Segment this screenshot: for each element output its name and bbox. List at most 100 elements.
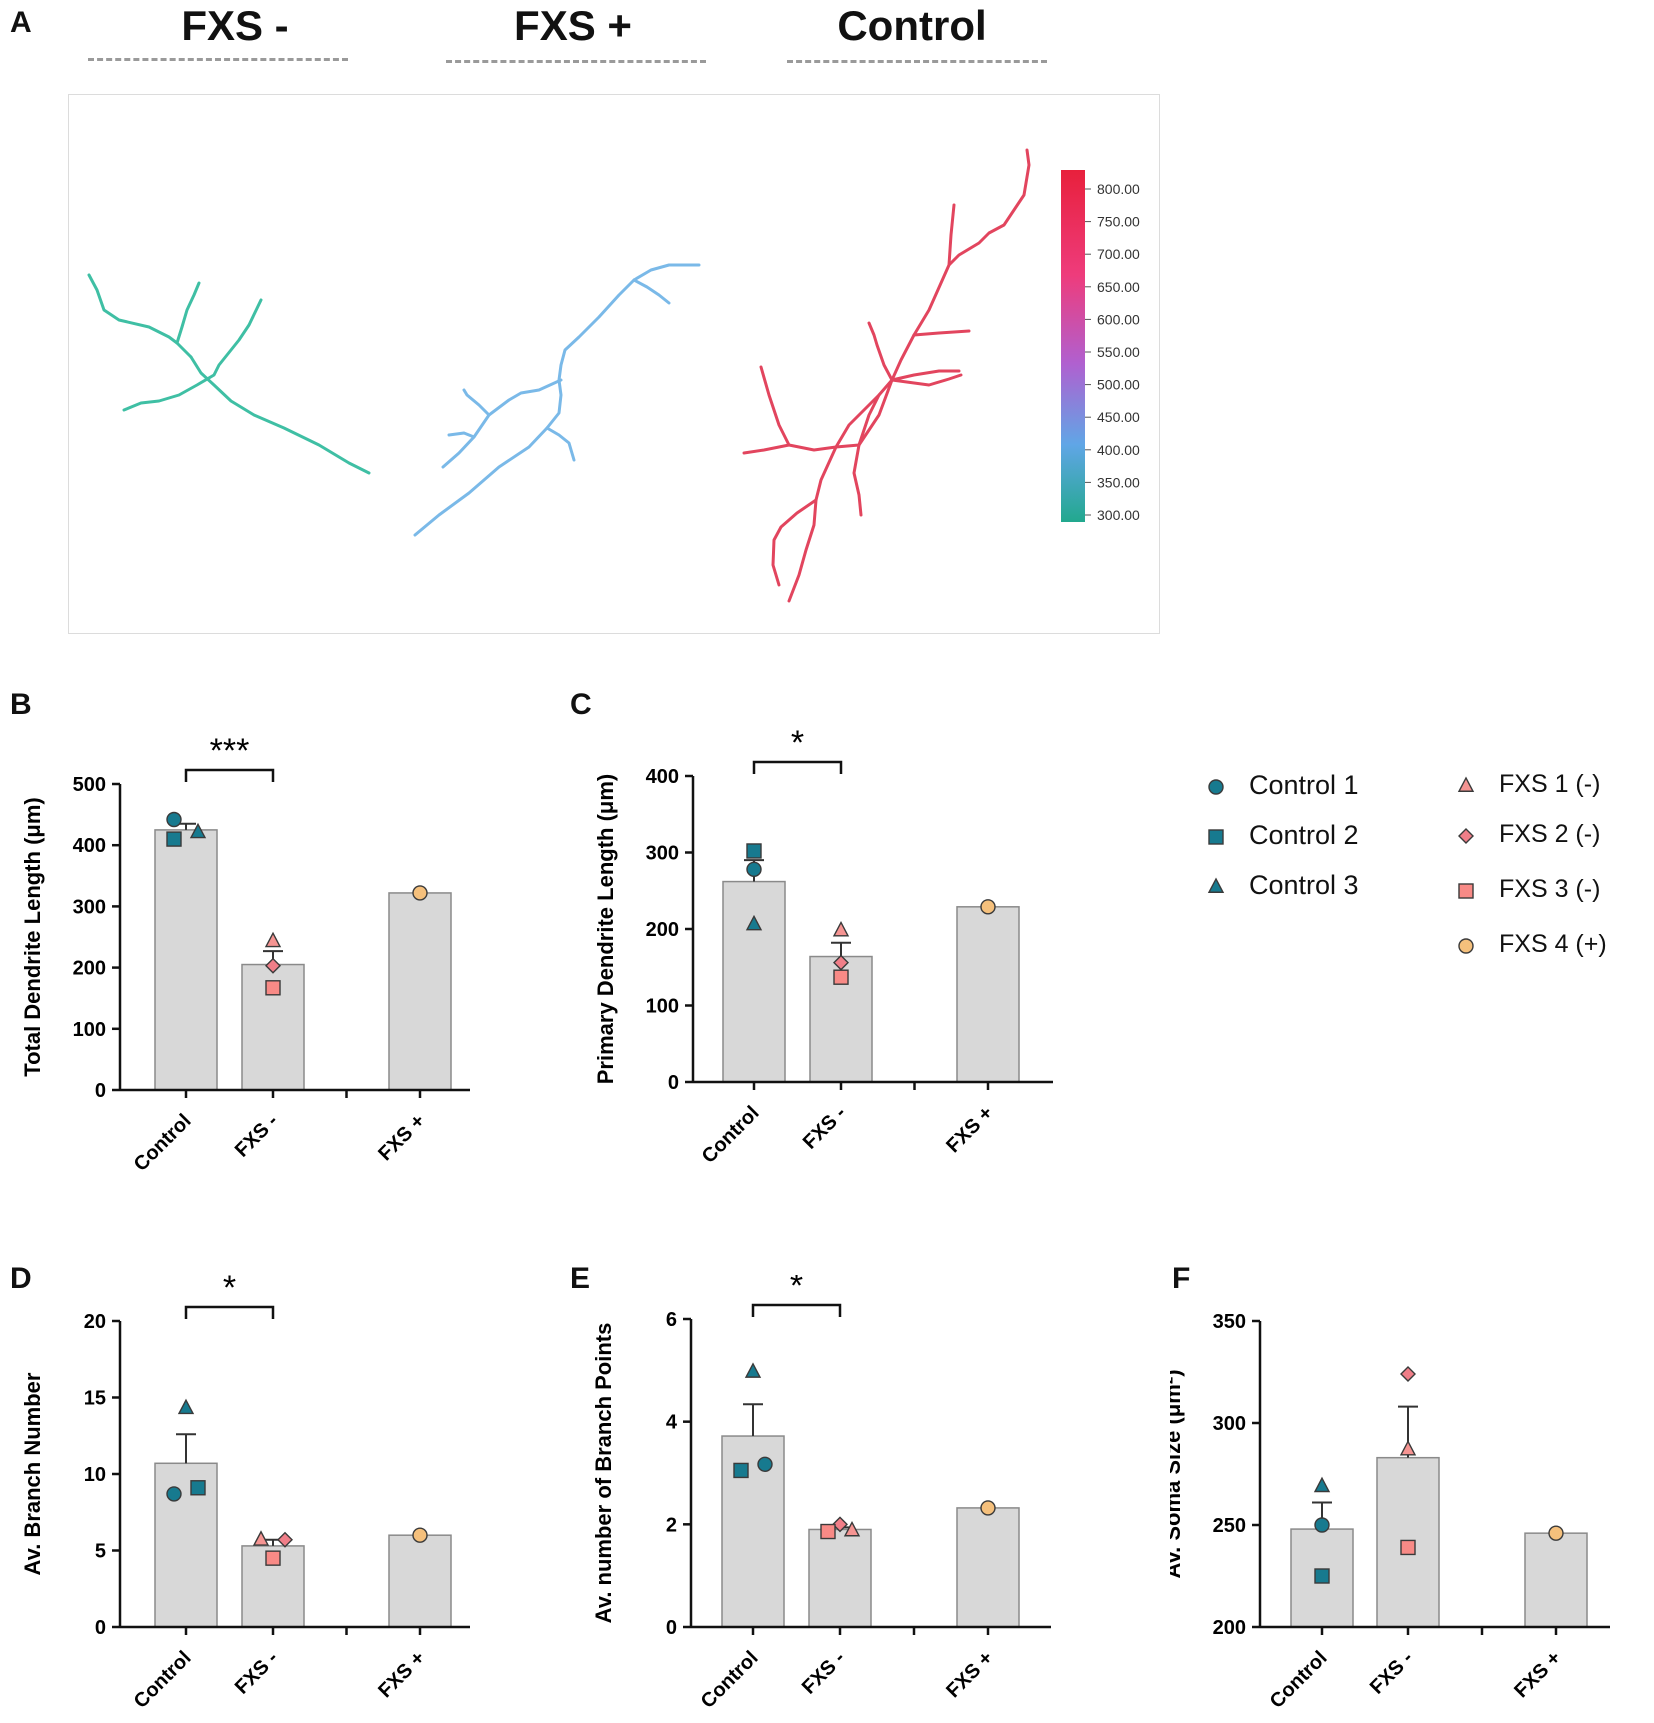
x-tick-label: FXS +	[942, 1102, 997, 1157]
colorbar-tick-label: 400.00	[1097, 442, 1140, 458]
y-tick-label: 100	[73, 1019, 106, 1041]
y-tick-label: 0	[95, 1617, 106, 1639]
x-tick-label: FXS +	[374, 1647, 429, 1702]
y-axis-label: Av. number of Branch Points	[591, 1323, 616, 1624]
bar-fxs	[956, 1507, 1020, 1628]
bar-fxs	[388, 892, 452, 1091]
significance-bracket	[751, 1303, 842, 1317]
colorbar-tick-label: 700.00	[1097, 246, 1140, 262]
x-tick-label: FXS -	[1366, 1647, 1418, 1699]
y-tick-label: 0	[666, 1617, 677, 1639]
colorbar	[1061, 170, 1085, 522]
dendrite-tracings-panel: 800.00 750.00 700.00 650.00 600.00 550.00 500.…	[68, 94, 1160, 634]
group-title-control: Control	[837, 2, 987, 49]
group-title-fxs-minus: FXS -	[181, 2, 289, 49]
colorbar-tick-label: 800.00	[1097, 181, 1140, 197]
data-point	[265, 1550, 281, 1566]
y-tick-label: 6	[666, 1309, 677, 1331]
y-tick-label: 4	[666, 1412, 678, 1434]
data-point	[1207, 876, 1225, 893]
data-point	[746, 843, 762, 859]
data-point	[843, 1520, 861, 1537]
legend-item-control-3: Control 3	[1205, 870, 1359, 901]
data-point	[745, 914, 763, 931]
chart-branch-number: 0 5 10 15 20 Control FXS - FXS + Av. Branch Numb…	[20, 1275, 470, 1713]
colorbar-tick-label: 350.00	[1097, 474, 1140, 490]
tracing-control	[742, 148, 1031, 603]
data-point	[1314, 1517, 1330, 1533]
legend-item-control-1: Control 1	[1205, 770, 1359, 801]
data-point	[177, 1398, 195, 1415]
legend-marker	[1208, 778, 1224, 795]
y-tick-label: 200	[73, 958, 106, 980]
colorbar-tick-label: 300.00	[1097, 507, 1140, 523]
data-point	[412, 885, 428, 901]
legend-marker	[1458, 882, 1474, 899]
colorbar-tick-label: 650.00	[1097, 279, 1140, 295]
chart-soma-size: 200 250 300 350 Control FXS - FXS + Av. Soma Si…	[1170, 1311, 1610, 1713]
y-tick-label: 200	[646, 919, 679, 941]
y-axis-label: Total Dendrite Length (μm)	[20, 797, 45, 1076]
y-tick-label: 400	[646, 766, 679, 788]
y-tick-label: 300	[73, 896, 106, 918]
legend-label: Control 2	[1249, 820, 1359, 850]
group-underline-fxs-plus	[446, 60, 706, 63]
group-underline-control	[787, 60, 1047, 63]
tracing-fxs-plus	[413, 263, 701, 537]
bar-control	[722, 880, 786, 1083]
colorbar-tick-label: 550.00	[1097, 344, 1140, 360]
y-tick-label: 15	[84, 1388, 106, 1410]
significance-label: ***	[210, 732, 250, 770]
legend-item-fxs-3: FXS 3 (-)	[1455, 875, 1600, 904]
data-point	[1548, 1525, 1564, 1541]
y-axis-label: Av. Soma Size (μm²)	[1170, 1369, 1185, 1578]
legend-item-control-2: Control 2	[1205, 820, 1359, 851]
x-tick-label: FXS -	[799, 1102, 851, 1154]
x-tick-label: FXS -	[231, 1647, 283, 1699]
panel-b-letter: B	[10, 688, 32, 721]
data-point	[277, 1531, 293, 1548]
group-title-fxs-plus: FXS +	[514, 2, 632, 49]
data-point	[1313, 1476, 1331, 1493]
significance-label: *	[790, 1275, 803, 1305]
x-tick-label: Control	[130, 1647, 196, 1713]
data-point	[746, 861, 762, 878]
panel-f-letter: F	[1172, 1262, 1191, 1295]
group-underline-fxs-minus	[88, 58, 348, 61]
data-point	[1400, 1539, 1416, 1556]
y-tick-label: 200	[1213, 1617, 1246, 1639]
x-tick-label: FXS -	[231, 1110, 283, 1162]
x-tick-label: Control	[130, 1110, 196, 1176]
colorbar-tick-label: 750.00	[1097, 214, 1140, 230]
bar-fxs	[956, 906, 1020, 1083]
data-point	[1457, 775, 1475, 792]
data-point	[733, 1462, 749, 1479]
legend-item-fxs-2: FXS 2 (-)	[1455, 820, 1600, 849]
significance-bracket	[184, 768, 275, 782]
legend-item-fxs-1: FXS 1 (-)	[1455, 770, 1600, 799]
data-point	[1208, 778, 1224, 795]
panel-d-letter: D	[10, 1262, 32, 1295]
data-point	[166, 1486, 182, 1502]
y-tick-label: 400	[73, 835, 106, 857]
panel-c-letter: C	[570, 688, 592, 721]
dendrite-tracings: 800.00 750.00 700.00 650.00 600.00 550.00 500.…	[87, 148, 1140, 603]
bar-control	[154, 1462, 218, 1628]
chart-branch-points: 0 2 4 6 Control FXS - FXS + Av. number of Branc…	[591, 1275, 1051, 1713]
y-tick-label: 500	[73, 774, 106, 796]
x-tick-label: Control	[697, 1647, 763, 1713]
bar-fxs	[388, 1534, 452, 1628]
chart-total-dendrite-length: 0 100 200 300 400 500 Control FXS - FXS + Total D…	[20, 732, 470, 1176]
y-tick-label: 350	[1213, 1311, 1246, 1333]
bar-control	[721, 1435, 785, 1628]
y-tick-label: 300	[1213, 1413, 1246, 1435]
legend-marker	[1458, 937, 1474, 954]
legend-marker	[1458, 827, 1474, 844]
colorbar-ticks: 800.00 750.00 700.00 650.00 600.00 550.00 500.…	[1085, 181, 1140, 523]
data-point	[820, 1523, 836, 1540]
significance-label: *	[223, 1275, 236, 1307]
legend-marker	[1207, 876, 1225, 893]
data-point	[1458, 882, 1474, 899]
colorbar-tick-label: 500.00	[1097, 377, 1140, 393]
data-point	[412, 1527, 428, 1543]
